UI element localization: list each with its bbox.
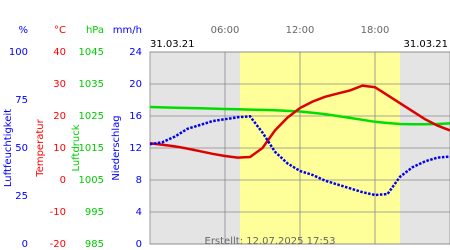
x-tick-label: 12:00 xyxy=(286,25,315,36)
y-tick-label: 0 xyxy=(136,239,142,250)
y-tick-label: 75 xyxy=(15,95,28,106)
y-tick-label: 985 xyxy=(85,239,104,250)
axis-title: Temperatur xyxy=(35,118,46,177)
axis-unit: °C xyxy=(54,25,66,36)
y-tick-label: 24 xyxy=(129,47,142,58)
y-tick-label: 4 xyxy=(136,207,142,218)
created-note: Erstellt: 12.07.2025 17:53 xyxy=(205,236,336,247)
axis-unit: % xyxy=(18,25,28,36)
series-line xyxy=(149,84,450,159)
y-tick-label: 16 xyxy=(129,111,142,122)
y-tick-label: 30 xyxy=(53,79,66,90)
series-line xyxy=(149,114,450,197)
y-tick-label: 10 xyxy=(53,143,66,154)
y-tick-label: 100 xyxy=(9,47,28,58)
y-tick-label: 1025 xyxy=(79,111,104,122)
y-tick-label: 50 xyxy=(15,143,28,154)
y-tick-label: 20 xyxy=(129,79,142,90)
y-tick-label: 0 xyxy=(22,239,28,250)
y-tick-label: 995 xyxy=(85,207,104,218)
date-left: 31.03.21 xyxy=(150,39,195,50)
y-tick-label: 40 xyxy=(53,47,66,58)
y-tick-label: 20 xyxy=(53,111,66,122)
y-tick-label: 1045 xyxy=(79,47,104,58)
y-tick-label: -10 xyxy=(50,207,66,218)
y-tick-label: 1005 xyxy=(79,175,104,186)
y-tick-label: 0 xyxy=(60,175,66,186)
y-tick-label: 1035 xyxy=(79,79,104,90)
axis-title: Niederschlag xyxy=(111,115,122,180)
y-tick-label: -20 xyxy=(50,239,66,250)
y-tick-label: 25 xyxy=(15,191,28,202)
date-right: 31.03.21 xyxy=(403,39,448,50)
y-tick-label: 12 xyxy=(129,143,142,154)
y-tick-label: 1015 xyxy=(79,143,104,154)
series-line xyxy=(149,105,450,126)
axis-title: Luftfeuchtigkeit xyxy=(3,109,14,187)
axis-unit: hPa xyxy=(86,25,104,36)
axis-unit: mm/h xyxy=(113,25,142,36)
x-tick-label: 18:00 xyxy=(361,25,390,36)
axis-title: Luftdruck xyxy=(71,124,82,171)
plot-border xyxy=(149,51,450,245)
x-tick-label: 06:00 xyxy=(211,25,240,36)
y-tick-label: 8 xyxy=(136,175,142,186)
